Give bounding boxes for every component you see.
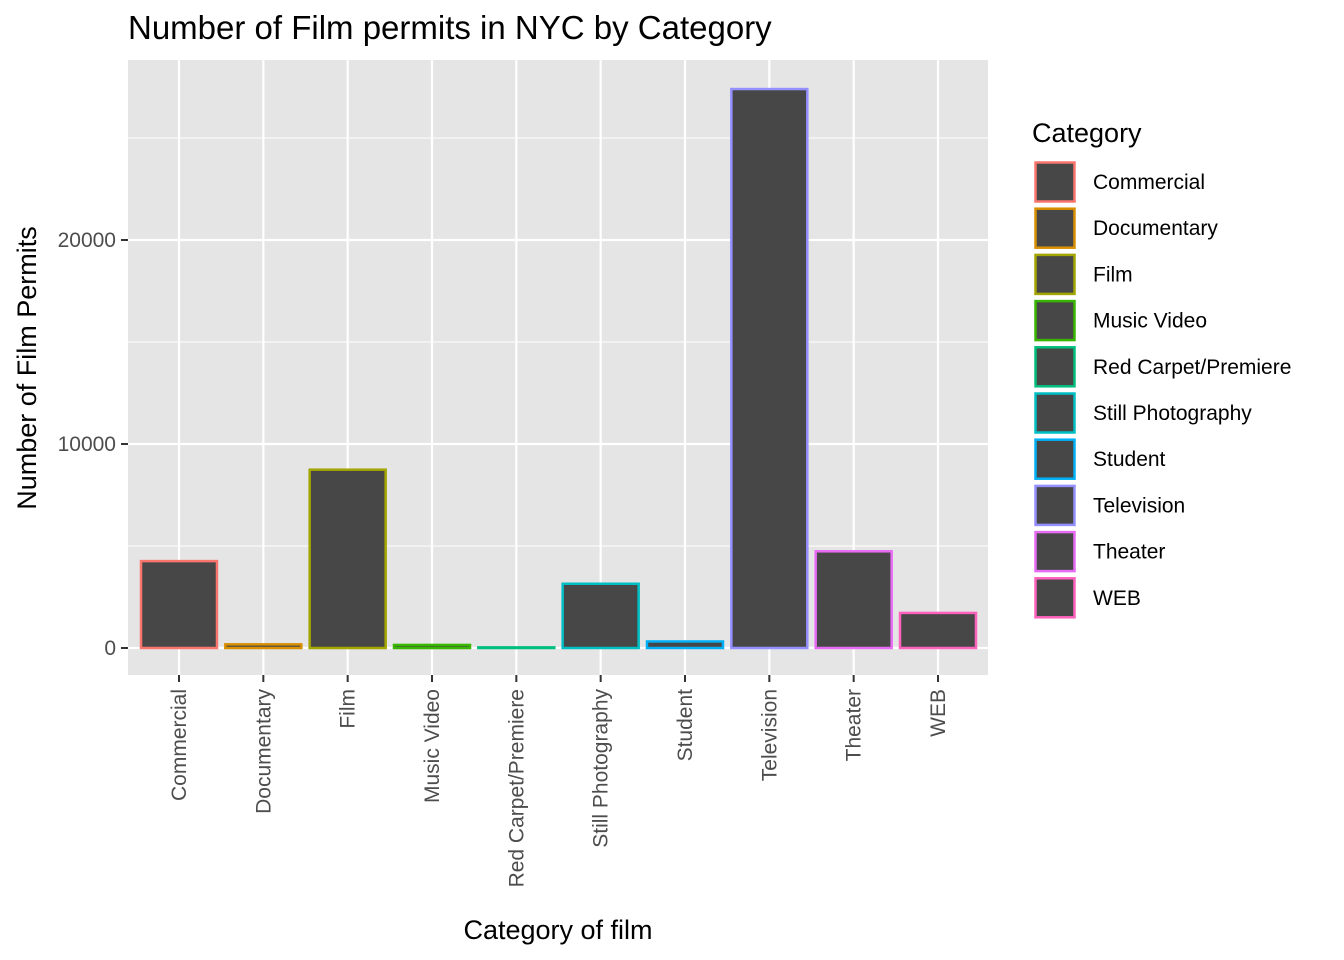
legend-swatch bbox=[1034, 438, 1076, 480]
bar-still-photography bbox=[561, 582, 640, 650]
legend-label: Student bbox=[1093, 448, 1166, 471]
x-tick-label: Still Photography bbox=[590, 689, 613, 848]
bar-red-carpet-premiere bbox=[477, 646, 556, 650]
legend-label: Music Video bbox=[1093, 310, 1207, 333]
bars bbox=[139, 87, 978, 650]
bar-theater bbox=[814, 550, 893, 650]
legend-label: Still Photography bbox=[1093, 402, 1252, 425]
legend-label: Theater bbox=[1093, 541, 1165, 564]
legend-item: Red Carpet/Premiere bbox=[1034, 346, 1291, 388]
y-axis: 0 10000 20000 bbox=[58, 229, 128, 660]
legend-swatch bbox=[1034, 346, 1076, 388]
legend-item: Theater bbox=[1034, 530, 1165, 573]
x-tick-label: Music Video bbox=[421, 689, 444, 803]
legend-item: Commercial bbox=[1034, 161, 1205, 203]
legend-swatch bbox=[1034, 253, 1076, 296]
x-tick-label: Student bbox=[674, 689, 697, 762]
legend-swatch bbox=[1034, 530, 1076, 573]
x-axis-title: Category of film bbox=[463, 915, 652, 945]
legend-swatch bbox=[1034, 392, 1076, 434]
legend-swatch bbox=[1034, 161, 1076, 203]
legend-title: Category bbox=[1032, 118, 1142, 148]
legend-swatch bbox=[1034, 207, 1076, 249]
bar-documentary bbox=[224, 643, 303, 650]
legend-label: Commercial bbox=[1093, 171, 1205, 194]
y-axis-title: Number of Film Permits bbox=[12, 226, 42, 510]
x-tick-label: Documentary bbox=[252, 689, 275, 814]
x-axis: Commercial Documentary Film Music Video Red … bbox=[168, 675, 950, 887]
x-tick-label: Film bbox=[337, 689, 360, 729]
x-tick-label: Red Carpet/Premiere bbox=[505, 689, 528, 887]
legend-label: WEB bbox=[1093, 587, 1141, 610]
legend-swatch bbox=[1034, 577, 1076, 619]
legend-item: WEB bbox=[1034, 577, 1141, 619]
legend-label: Red Carpet/Premiere bbox=[1093, 356, 1291, 379]
legend: Category Commercial Documentary Film Music … bbox=[1032, 118, 1291, 619]
plot-panel bbox=[128, 60, 988, 675]
legend-item: Student bbox=[1034, 438, 1166, 480]
x-tick-label: Commercial bbox=[168, 689, 191, 801]
x-tick-label: Television bbox=[758, 689, 781, 781]
bar-television bbox=[730, 87, 809, 650]
legend-item: Film bbox=[1034, 253, 1133, 296]
bar-commercial bbox=[139, 559, 219, 650]
legend-label: Documentary bbox=[1093, 217, 1218, 240]
legend-item: Television bbox=[1034, 484, 1185, 527]
legend-label: Film bbox=[1093, 263, 1133, 286]
x-tick-label: Theater bbox=[843, 689, 866, 761]
legend-item: Music Video bbox=[1034, 299, 1207, 342]
y-tick-label: 0 bbox=[104, 637, 116, 660]
legend-item: Documentary bbox=[1034, 207, 1218, 249]
legend-item: Still Photography bbox=[1034, 392, 1252, 434]
legend-keys: Commercial Documentary Film Music Video Red … bbox=[1034, 161, 1291, 619]
legend-swatch bbox=[1034, 299, 1076, 342]
bar-film bbox=[308, 468, 387, 650]
bar-student bbox=[645, 640, 725, 650]
x-tick-label: WEB bbox=[927, 689, 950, 737]
legend-swatch bbox=[1034, 484, 1076, 527]
y-tick-label: 20000 bbox=[58, 229, 116, 252]
bar-web bbox=[898, 611, 978, 650]
bar-music-video bbox=[392, 643, 472, 650]
chart-title: Number of Film permits in NYC by Categor… bbox=[128, 9, 772, 46]
legend-label: Television bbox=[1093, 494, 1185, 517]
y-tick-label: 10000 bbox=[58, 433, 116, 456]
